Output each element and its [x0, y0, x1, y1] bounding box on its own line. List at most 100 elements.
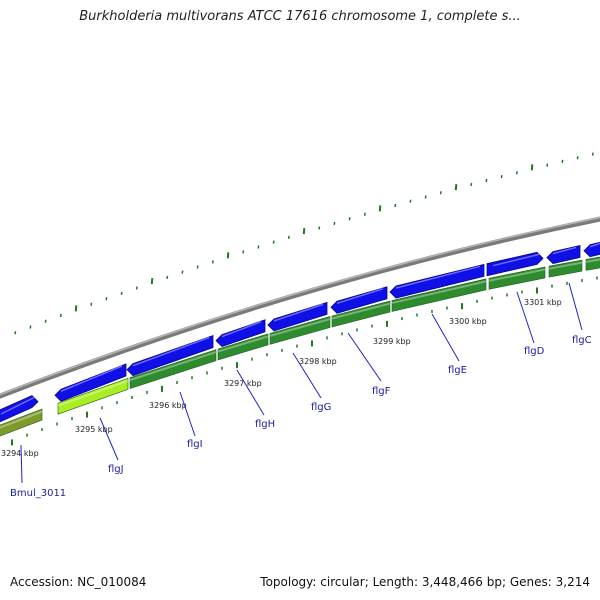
chromosome-backbone-highlight: [0, 216, 600, 396]
outer-tick: [105, 297, 108, 301]
outer-tick: [196, 265, 199, 269]
forward-gene-shine: [0, 396, 35, 415]
forward-gene-flgc[interactable]: [546, 244, 581, 265]
gene-callout-line-4: [292, 352, 322, 399]
forward-gene-flgi[interactable]: [126, 334, 214, 377]
reverse-gene-flgg-rev[interactable]: [269, 316, 331, 345]
gene-label-flgi[interactable]: flgI: [187, 439, 203, 450]
outer-tick: [74, 305, 78, 312]
outer-tick: [333, 221, 336, 225]
reverse-gene-flge-rev[interactable]: [391, 278, 487, 312]
outer-tick: [257, 245, 260, 249]
outer-tick: [226, 252, 230, 259]
reverse-gene-shine: [129, 351, 217, 382]
genes-label: Genes:: [509, 575, 552, 589]
reverse-gene-shine: [0, 410, 43, 429]
outer-tick: [135, 286, 138, 290]
reverse-gene-bmul-3011[interactable]: [0, 408, 43, 438]
outer-tick: [515, 171, 518, 175]
reverse-gene-shine: [331, 302, 391, 320]
outer-tick: [181, 270, 184, 274]
reverse-gene-flgh-rev[interactable]: [217, 333, 269, 361]
gene-label-flgc[interactable]: flgC: [572, 335, 592, 346]
accession-value: NC_010084: [77, 575, 147, 589]
outer-tick: [454, 184, 458, 191]
forward-gene-flge[interactable]: [389, 263, 485, 299]
forward-gene-flgh[interactable]: [215, 319, 266, 348]
forward-gene-shine: [273, 303, 324, 322]
map-title: Burkholderia multivorans ATCC 17616 chro…: [79, 9, 521, 24]
gene-label-layer[interactable]: Bmul_3011 flgJ flgI flgH flgG flgF flgE …: [10, 335, 592, 499]
forward-gene-shine: [336, 288, 384, 304]
stats-separator: ;: [364, 575, 369, 589]
reverse-gene-flgj-rev[interactable]: [57, 377, 129, 415]
outer-tick: [470, 182, 473, 187]
outer-tick: [166, 275, 169, 279]
forward-gene-shine: [395, 265, 481, 289]
reverse-gene-shine: [269, 318, 331, 337]
gene-callout-line-2: [179, 391, 196, 437]
reverse-gene-shine: [548, 261, 583, 270]
reverse-gene-shine: [488, 268, 546, 282]
reverse-gene-flgd-rev[interactable]: [488, 266, 546, 290]
scale-label-3296: 3296 kbp: [149, 401, 187, 410]
tick-layer: [11, 152, 598, 446]
outer-tick: [530, 164, 534, 171]
forward-gene-flgb[interactable]: [583, 241, 600, 258]
gene-label-flgj[interactable]: flgJ: [108, 464, 124, 475]
outer-tick: [500, 174, 503, 179]
reverse-gene-shine: [57, 379, 129, 407]
outer-tick: [14, 331, 17, 335]
forward-gene-shine: [589, 242, 600, 248]
forward-gene-flgj[interactable]: [54, 363, 127, 402]
gene-label-flgd[interactable]: flgD: [524, 346, 545, 357]
forward-gene-bmul-3010[interactable]: [0, 395, 39, 424]
gene-callout-line-8: [568, 282, 583, 331]
scale-layer: 3294 kbp 3295 kbp 3296 kbp 3297 kbp 3298…: [1, 298, 562, 458]
outer-tick: [561, 159, 564, 164]
genes-value: 3,214: [555, 575, 590, 589]
outer-tick: [485, 178, 488, 183]
gene-label-flgg[interactable]: flgG: [311, 402, 331, 413]
forward-gene-flgd[interactable]: [486, 251, 544, 277]
outer-tick: [439, 191, 442, 195]
chromosome-backbone: [0, 216, 600, 399]
gene-label-flge[interactable]: flgE: [448, 365, 467, 376]
reverse-gene-flgc-rev[interactable]: [548, 259, 583, 278]
scale-label-3300: 3300 kbp: [449, 317, 487, 326]
scale-label-3299: 3299 kbp: [373, 337, 411, 346]
reverse-gene-flgf-rev[interactable]: [331, 300, 391, 328]
outer-tick: [44, 319, 47, 323]
topology-value: circular: [320, 575, 365, 589]
forward-gene-flgg[interactable]: [267, 301, 328, 332]
forward-gene-shine: [60, 365, 123, 392]
outer-tick: [318, 226, 321, 230]
reverse-gene-shine: [585, 258, 600, 263]
reverse-gene-flgi-rev[interactable]: [129, 349, 217, 390]
outer-tick: [363, 212, 366, 216]
callout-layer: [20, 282, 583, 484]
gene-callout-line-5: [347, 332, 382, 382]
outer-tick: [546, 163, 549, 167]
outer-tick: [302, 228, 306, 235]
gene-label-bmul-3011[interactable]: Bmul_3011: [10, 488, 66, 499]
scale-label-3294: 3294 kbp: [1, 449, 39, 458]
scale-label-3298: 3298 kbp: [299, 357, 337, 366]
forward-gene-shine: [221, 321, 262, 338]
length-value: 3,448,466 bp: [421, 575, 502, 589]
gene-label-flgf[interactable]: flgF: [372, 386, 391, 397]
reverse-gene-shine: [217, 335, 269, 353]
outer-tick: [242, 250, 245, 254]
reverse-gene-shine: [391, 280, 487, 305]
gene-label-flgh[interactable]: flgH: [255, 419, 275, 430]
forward-gene-shine: [132, 336, 210, 367]
forward-gene-flgf[interactable]: [330, 286, 388, 314]
forward-gene-shine: [492, 253, 540, 267]
gene-layer[interactable]: [0, 241, 600, 438]
stats-separator: ;: [501, 575, 507, 589]
scale-label-3295: 3295 kbp: [75, 425, 113, 434]
outer-tick: [211, 260, 214, 264]
scale-label-3297: 3297 kbp: [224, 379, 262, 388]
reverse-gene-flgb-rev[interactable]: [585, 256, 600, 271]
